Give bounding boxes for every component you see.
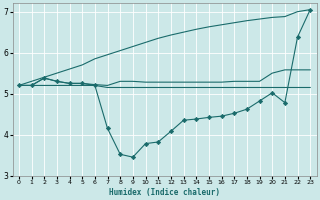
X-axis label: Humidex (Indice chaleur): Humidex (Indice chaleur) — [109, 188, 220, 197]
